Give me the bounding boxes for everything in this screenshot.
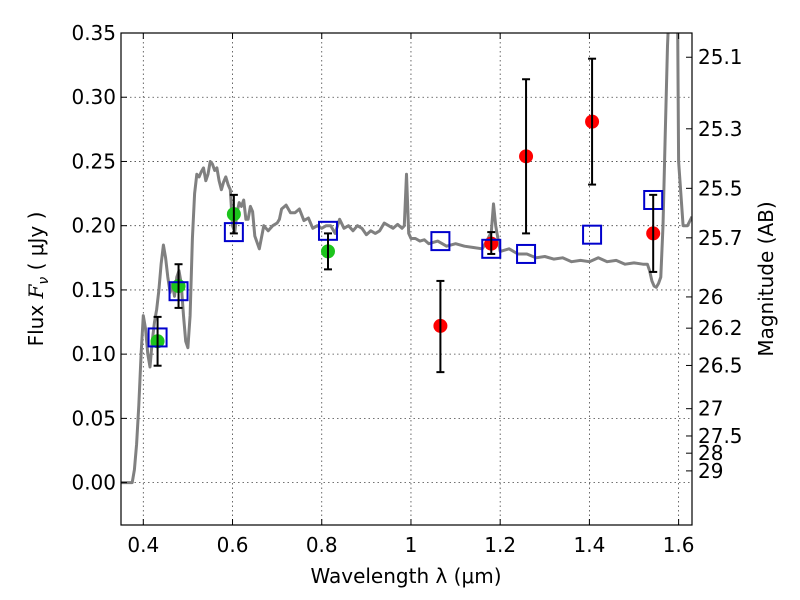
y-tick-label: 0.15 [71, 278, 116, 302]
model-photometry-marker [516, 243, 537, 264]
x-tick-label: 1.4 [573, 533, 605, 557]
y-tick-label: 0.35 [71, 21, 116, 45]
mag-tick-label: 29 [698, 459, 723, 483]
mag-tick-label: 27 [698, 397, 723, 421]
mag-tick-label: 27.5 [698, 424, 743, 448]
model-sed-layer [121, 33, 692, 485]
mag-tick-label: 26.5 [698, 353, 743, 377]
mag-tick-label: 25.3 [698, 117, 743, 141]
y-axis-title-unit: ( μJy ) [24, 212, 48, 277]
model-photometry-marker [582, 224, 603, 245]
model-sed-line [121, 33, 692, 485]
mag-tick-label: 28 [698, 441, 723, 465]
y-tick-label: 0.00 [71, 471, 116, 495]
x-tick-label: 0.4 [127, 533, 159, 557]
axes: 0.4 0.6 0.8 1 1.2 1.4 1.6 0.00 0.05 0.10 0.15 0.20 0… [71, 21, 742, 557]
y-axis-title: Flux Fν ( μJy ) [24, 212, 52, 347]
x-axis-title: Wavelength λ (μm) [310, 564, 501, 588]
x-tick-label: 1.2 [484, 533, 516, 557]
y-tick-label: 0.20 [71, 214, 116, 238]
y-axis-title-symbol: F [24, 283, 48, 299]
y-axis-right-title: Magnitude (AB) [754, 201, 778, 356]
mag-tick-label: 26.2 [698, 316, 743, 340]
grid [121, 32, 692, 525]
model-photometry-marker [430, 231, 451, 252]
x-tick-label: 0.6 [217, 533, 249, 557]
plot-frame [120, 32, 693, 526]
y-tick-label: 0.05 [71, 406, 116, 430]
y-tick-label: 0.25 [71, 149, 116, 173]
mag-tick-label: 25.5 [698, 176, 743, 200]
x-tick-label: 1 [405, 533, 418, 557]
photometry-points-layer [147, 57, 664, 374]
mag-tick-label: 26 [698, 285, 723, 309]
mag-tick-label: 25.7 [698, 226, 743, 250]
mag-tick-label: 25.1 [698, 45, 743, 69]
x-tick-label: 1.6 [663, 533, 695, 557]
y-tick-label: 0.30 [71, 85, 116, 109]
y-tick-label: 0.10 [71, 342, 116, 366]
x-tick-label: 0.8 [306, 533, 338, 557]
y-axis-title-prefix: Flux [24, 298, 48, 346]
y-axis-title-subscript: ν [36, 277, 52, 285]
